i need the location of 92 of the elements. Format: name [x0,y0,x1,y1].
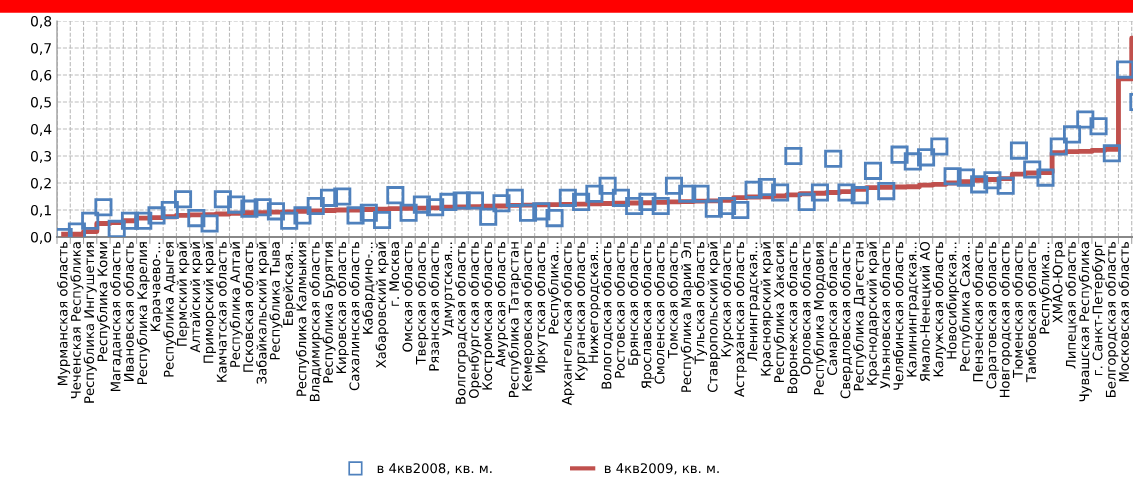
x-tick-label: Республика Ингушетия [83,242,97,403]
x-tick-label: Самарская область [826,241,840,376]
x-tick-label: Кемеровская область [521,241,535,391]
x-tick-label: Тульская область [694,241,708,365]
x-tick-label: Красноярский край [760,242,774,376]
x-tick-label: Новгородская область [999,241,1013,398]
x-tick-label: Удмуртская... [442,242,455,336]
x-tick-label: Тамбовская область [1025,241,1037,383]
x-tick-label: Республика Адыгея [163,242,177,377]
x-tick-label: Пензенская область [972,241,983,382]
x-tick-label: Ленинградская... [747,242,760,361]
x-tick-label: Смоленская область [654,241,665,384]
x-tick-label: Еврейская... [282,242,296,325]
x-tick-label: Костромская область [481,241,495,390]
y-tick-label: 0,0 [30,231,52,244]
x-tick-label: Томская область [667,241,678,359]
x-tick-label: Калужская область [932,241,946,377]
x-tick-label: Республика Марий Эл [680,242,694,392]
x-tick-label: Карачаево-... [150,242,163,331]
x-tick-label: Мурманская область [57,241,71,385]
x-tick-label: Республика... [548,242,562,334]
x-tick-label: Псковская область [242,241,254,372]
x-tick-label: г. Москва [389,242,400,306]
x-tick-label: Сахалинская область [348,241,360,391]
x-tick-label: Чувашская Республика [1078,242,1092,402]
x-tick-label: Республика Калмыкия [295,242,309,396]
legend-label: в 4кв2008, кв. м. [377,463,492,475]
x-tick-label: Курская область [720,241,734,357]
x-tick-label: Ярославская область [640,241,654,389]
x-tick-label: Брянская область [627,241,641,365]
y-tick-label: 0,3 [30,150,52,163]
x-tick-label: Республика Мордовия [813,242,827,395]
x-tick-label: Пермский край [176,242,190,346]
x-tick-label: Омская область [402,241,413,352]
x-tick-label: Республика... [1038,242,1052,334]
x-tick-label: Курганская область [574,241,588,380]
x-tick-label: Свердловская область [839,241,853,399]
x-tick-label: Оренбургская область [468,241,482,399]
x-tick-label: Тверская область [415,241,429,365]
x-tick-label: Владимирская область [309,241,323,401]
x-tick-label: Республика Коми [96,242,110,361]
x-tick-label: Ивановская область [123,241,134,381]
x-tick-label: Челябинская область [892,241,904,390]
x-tick-label: Воронежская область [786,241,800,393]
x-tick-label: Астраханская область [733,241,747,397]
x-tick-label: Белгородская область [1105,241,1119,397]
x-tick-label: Орловская область [800,241,814,375]
x-tick-label: Ямало-Ненецкий АО [919,241,932,382]
x-tick-label: Республика Дагестан [853,242,867,391]
y-tick-label: 0,6 [30,69,52,82]
x-tick-label: Липецкая область [1065,241,1078,369]
x-tick-label: Республика Саха... [959,242,973,371]
x-tick-label: Республика Тыва [269,242,283,360]
x-tick-label: Забайкальский край [256,242,270,384]
x-tick-label: Республика Татарстан [508,242,522,397]
x-tick-label: Ростовская область [614,241,625,378]
x-tick-label: ХМАО-Югра [1052,242,1066,324]
y-tick-label: 0,4 [30,123,52,136]
x-tick-label: Калининградская... [906,242,920,377]
x-tick-label: Рязанская область [428,241,439,371]
y-tick-label: 0,1 [30,204,51,217]
y-tick-label: 0,2 [30,177,51,190]
x-tick-label: Чеченская Республика [70,242,84,399]
x-tick-label: Кабардино-... [362,242,376,334]
x-tick-label: Республика Хакасия [773,242,787,382]
x-tick-label: Вологодская область [601,241,614,389]
x-tick-label: Ставропольский край [707,242,721,393]
y-tick-label: 0,7 [30,42,51,55]
x-tick-label: Хабаровский край [375,242,389,368]
x-tick-label: Республика Алтай [229,242,243,367]
x-tick-label: Камчатская область [216,241,227,382]
x-tick-label: Ульяновская область [879,241,891,389]
x-tick-label: Магаданская область [110,241,123,392]
x-tick-label: Республика Бурятия [322,242,336,383]
x-tick-label: Саратовская область [985,241,999,389]
legend-label: в 4кв2009, кв. м. [604,463,719,475]
x-tick-label: Краснодарский край [866,242,880,385]
x-tick-label: Приморский край [203,242,216,363]
y-tick-label: 0,8 [30,15,52,28]
y-tick-label: 0,5 [30,96,51,109]
x-tick-label: Московская область [1118,241,1129,382]
x-tick-label: Нижегородская... [588,242,601,363]
x-tick-label: Иркутская область [534,241,548,373]
x-tick-label: Амурская область [494,241,508,368]
x-tick-label: Волгоградская область [455,241,469,404]
x-tick-label: Тюменская область [1012,241,1023,378]
x-tick-label: Республика Карелия [136,242,150,384]
x-tick-label: Алтайский край [189,242,203,353]
x-tick-label: Кировская область [335,241,349,373]
x-tick-label: г. Санкт-Петербург [1092,241,1106,376]
x-tick-label: Новосибирская... [946,242,960,359]
x-tick-label: Архангельская область [561,241,575,406]
